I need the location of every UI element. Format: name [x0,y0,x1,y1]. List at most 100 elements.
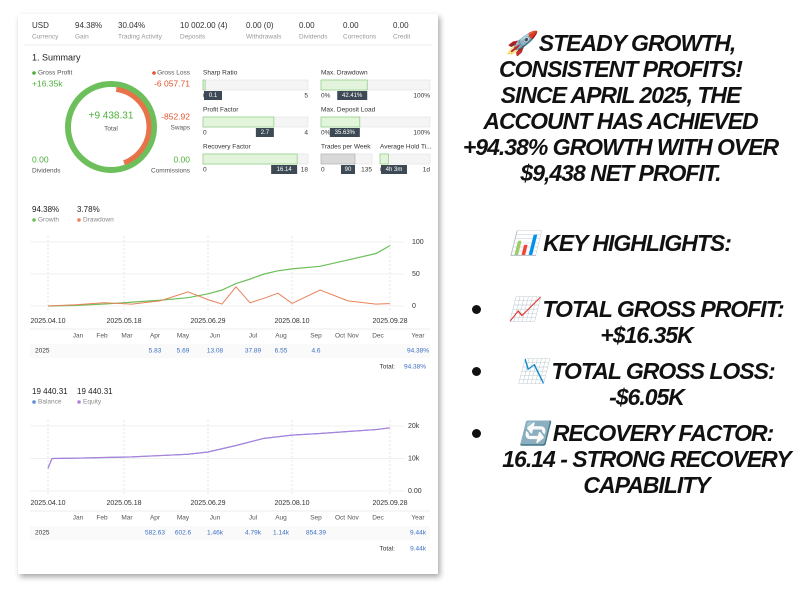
gauge-tag [381,165,407,174]
x-tick-label: 2025.04.10 [30,318,65,325]
gauge-min: 0 [203,130,207,137]
gauge-bar [320,79,368,91]
stats-card: USD Currency 94.38% Gain 30.04% Trading Activ… [18,14,438,574]
table-cell: 1.14k [273,530,290,537]
gauge-max: 100% [413,93,430,100]
gauge-min: 0 [321,167,325,174]
summary-value: 0.00 [32,154,49,164]
gauge-bar [379,153,389,165]
stat-label: Gain [75,34,89,41]
total-value: +9 438.31 [89,111,134,122]
total-value: 9.44k [410,546,427,553]
table-cell: 5.69 [177,348,190,355]
table-row [30,344,430,358]
gauge-tag [271,165,298,174]
legend-value: 19 440.31 [32,387,68,396]
legend-label: Balance [38,399,62,406]
gauge-max: 100% [413,130,430,137]
headline: 🚀 STEADY GROWTH, CONSISTENT PROFITS! [499,30,743,82]
table-cell: 5.83 [149,348,162,355]
stat-label: Trading Activity [118,34,163,41]
legend-label: Growth [38,217,59,224]
summary-label: Dividends [32,168,61,175]
total-label: Total [104,126,118,133]
total-value: 94.38% [404,364,426,371]
table-cell: 6.55 [275,348,288,355]
gauge-label: Sharp Ratio [203,70,238,77]
gauge-min: 0% [321,93,331,100]
stat-label: Corrections [343,34,377,41]
gauge-label: Max. Drawdown [321,70,368,77]
gauge-min: 0% [321,130,331,137]
legend-dot [77,400,81,404]
stat-label: Dividends [299,34,328,41]
table-header: Apr [150,515,161,522]
x-tick-label: 2025.05.18 [106,318,141,325]
table-header: Sep [310,515,322,522]
card-background [18,14,438,574]
table-header: Aug [275,515,287,522]
table-row [30,526,430,540]
table-header: Apr [150,333,161,340]
table-header: Jan [73,333,84,340]
x-tick-label: 2025.06.29 [190,500,225,507]
legend-value: 3.78% [77,205,100,214]
summary-label: Gross Loss [157,70,191,77]
gauge-value: 90 [345,167,352,173]
table-header: Feb [96,333,108,340]
y-tick-label: 20k [408,423,420,430]
highlight: 📈 TOTAL GROSS PROFIT: +$16.35K [448,296,793,348]
legend-dot [32,71,36,75]
section-title: 1. Summary [32,52,81,62]
stat-value: 0.00 [393,21,409,30]
table-cell: 1.46k [207,530,224,537]
table-header: May [177,333,190,340]
gauge-tag [255,128,274,137]
x-tick-label: 2025.04.10 [30,500,65,507]
legend-value: 19 440.31 [77,387,113,396]
table-header: Oct [335,333,345,340]
highlights-title: 📊 KEY HIGHLIGHTS: [510,230,732,256]
gauge-value: 35.63% [335,130,356,136]
gauge-bar [202,116,275,128]
table-header: Year [411,515,425,522]
legend-label: Equity [83,399,102,406]
summary-label: Commissions [151,168,191,175]
table-header: Jan [73,515,84,522]
y-tick-label: 0.00 [408,488,422,495]
y-tick-label: 0 [412,303,416,310]
table-cell: 9.44k [410,530,427,537]
gauge-tag [337,91,368,100]
gauge-min: 0 [203,167,207,174]
gauge-tag [204,91,222,100]
gauge-bar [202,79,206,91]
promo-text: 🚀 STEADY GROWTH, CONSISTENT PROFITS! SIN… [448,30,793,508]
legend-dot [152,71,156,75]
gauge-label: Trades per Week [321,144,371,151]
stat-value: 10 002.00 (4) [180,21,228,30]
gauge-label: Average Hold Ti... [380,144,432,151]
x-tick-label: 2025.06.29 [190,318,225,325]
total-label: Total: [379,364,395,371]
table-header: Dec [372,515,384,522]
table-header: Year [411,333,425,340]
line [47,245,391,307]
total-label: Total: [379,546,395,553]
y-tick-label: 10k [408,455,420,462]
stat-value: 30.04% [118,21,145,30]
line [47,427,391,469]
table-cell: 4.79k [245,530,262,537]
summary-label: Swaps [170,125,190,132]
legend-label: Drawdown [83,217,114,224]
table-header: Jun [210,515,221,522]
table-cell: 94.38% [407,348,429,355]
gauge-max: 1d [423,167,431,174]
gauge-value: 42.41% [342,93,363,99]
gauge-value: 2.7 [261,130,270,136]
x-tick-label: 2025.09.28 [372,318,407,325]
gauge-bar [320,116,361,128]
gauge-max: 18 [301,167,309,174]
y-tick-label: 50 [412,271,420,278]
stat-label: Currency [32,34,59,41]
